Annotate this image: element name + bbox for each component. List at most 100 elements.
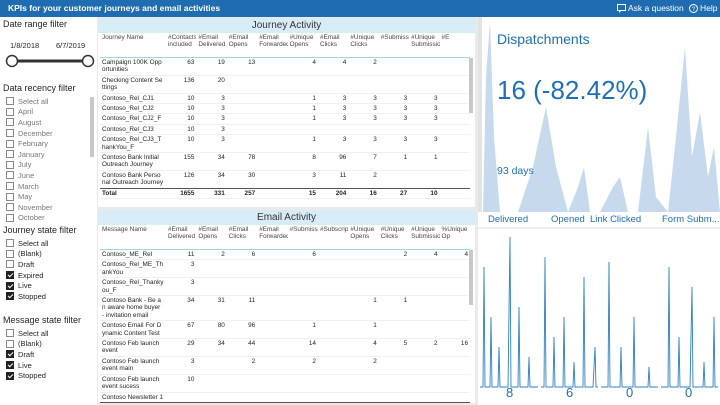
cell [318, 296, 348, 321]
column-header[interactable]: #Unique Clicks [378, 225, 410, 250]
checkbox[interactable] [6, 182, 14, 191]
filter-item[interactable]: (Blank) [6, 249, 48, 260]
checkbox[interactable] [6, 171, 14, 180]
checkbox[interactable] [6, 213, 14, 222]
scrollbar[interactable] [469, 58, 473, 113]
cell: 29 [187, 340, 195, 348]
ask-question[interactable]: Ask a question [628, 3, 684, 13]
filter-item[interactable]: Select all [6, 328, 48, 339]
filter-item[interactable]: December [6, 128, 53, 139]
total-row: Total 1655 331 257 15 204 16 27 10 [100, 187, 470, 199]
checkbox[interactable] [6, 339, 14, 348]
filter-item[interactable]: January [6, 149, 53, 160]
filter-item[interactable]: Draft [6, 349, 48, 360]
cell: 30 [248, 171, 256, 179]
checkbox[interactable] [6, 281, 14, 290]
column-header[interactable]: #Submissions [287, 225, 318, 250]
column-header[interactable]: #Contacts included [166, 33, 197, 58]
cell: 78 [248, 154, 256, 162]
checkbox[interactable] [6, 371, 14, 380]
column-header[interactable]: #Email Delivered [196, 33, 227, 58]
help-icon[interactable]: ? [689, 4, 698, 13]
checkbox[interactable] [6, 350, 14, 359]
filter-item[interactable]: Expired [6, 270, 48, 281]
column-header[interactable]: #Unique Submissions [409, 33, 440, 58]
checkbox[interactable] [6, 292, 14, 301]
filter-label: March [18, 181, 39, 191]
column-header[interactable]: #Email Delivered [166, 225, 197, 250]
column-header[interactable]: #Unique Opens [348, 225, 379, 250]
cell [257, 260, 287, 278]
filter-item[interactable]: July [6, 160, 53, 171]
filter-item[interactable]: Select all [6, 96, 53, 107]
checkbox[interactable] [6, 239, 14, 248]
filter-item[interactable]: May [6, 191, 53, 202]
filter-item[interactable]: November [6, 202, 53, 213]
column-header[interactable]: #Email Opens [226, 33, 258, 58]
cell: 3 [342, 105, 347, 113]
checkbox[interactable] [6, 107, 14, 116]
checkbox[interactable] [6, 361, 14, 370]
cell: 2 [403, 251, 408, 258]
filter-item[interactable]: Live [6, 280, 48, 291]
column-header[interactable]: #Submissions [378, 33, 410, 58]
cell [196, 374, 226, 392]
scrollbar[interactable] [469, 250, 473, 305]
column-header[interactable]: %Unique Op [439, 225, 470, 250]
card-title: Dispatchments [497, 31, 590, 47]
column-header[interactable]: #Email Forwarded [257, 33, 288, 58]
cell [379, 260, 409, 278]
filter-item[interactable]: April [6, 107, 53, 118]
column-header[interactable]: Journey Name [100, 33, 167, 58]
checkbox[interactable] [6, 249, 14, 258]
checkbox[interactable] [6, 139, 14, 148]
checkbox[interactable] [6, 129, 14, 138]
filter-item[interactable]: October [6, 213, 53, 224]
filter-item[interactable]: August [6, 117, 53, 128]
cell: 1 [373, 297, 377, 305]
column-header[interactable]: #Unique Clicks [348, 33, 379, 58]
filter-item[interactable]: February [6, 138, 53, 149]
filter-item[interactable]: Stopped [6, 291, 48, 302]
cell [227, 104, 257, 114]
kpi-panel: Dispatchments 16 (-82.42%) 93 days Deliv… [478, 17, 720, 405]
scrollbar[interactable] [90, 97, 94, 157]
help[interactable]: Help [700, 3, 718, 13]
checkbox[interactable] [6, 97, 14, 106]
cell [196, 392, 226, 402]
column-header[interactable]: #Email Clicks [226, 225, 258, 250]
checkbox[interactable] [6, 271, 14, 280]
cell [440, 153, 470, 171]
column-header[interactable]: Message Name [100, 225, 167, 250]
cell: 10 [187, 105, 195, 113]
total-cell: 204 [226, 401, 258, 403]
filter-item[interactable]: March [6, 181, 53, 192]
checkbox[interactable] [6, 160, 14, 169]
filter-item[interactable]: June [6, 170, 53, 181]
column-header[interactable]: #Unique Submissions [409, 225, 440, 250]
checkbox[interactable] [6, 260, 14, 269]
checkbox[interactable] [6, 203, 14, 212]
cell [348, 374, 378, 392]
checkbox[interactable] [6, 118, 14, 127]
total-cell: 16 [348, 401, 379, 403]
row-name: Contoso_Rel_CJ3_ThankYou_F [102, 136, 162, 151]
column-header[interactable]: #Email Opens [196, 225, 227, 250]
filter-item[interactable]: Select all [6, 238, 48, 249]
checkbox[interactable] [6, 150, 14, 159]
filter-item[interactable]: Live [6, 360, 48, 371]
filter-item[interactable]: (Blank) [6, 339, 48, 350]
column-header[interactable]: #Email Forwarded [257, 225, 288, 250]
cell [288, 278, 318, 296]
filter-item[interactable]: Stopped [6, 370, 48, 381]
ask-icon[interactable] [617, 4, 626, 13]
checkbox[interactable] [6, 329, 14, 338]
filter-item[interactable]: Draft [6, 259, 48, 270]
column-header[interactable]: #E [439, 33, 470, 58]
column-header[interactable]: #Subscriptions [317, 225, 349, 250]
date-slider[interactable] [4, 53, 96, 69]
cell [227, 114, 257, 124]
column-header[interactable]: #Unique Opens [287, 33, 318, 58]
checkbox[interactable] [6, 192, 14, 201]
column-header[interactable]: #Email Clicks [317, 33, 349, 58]
